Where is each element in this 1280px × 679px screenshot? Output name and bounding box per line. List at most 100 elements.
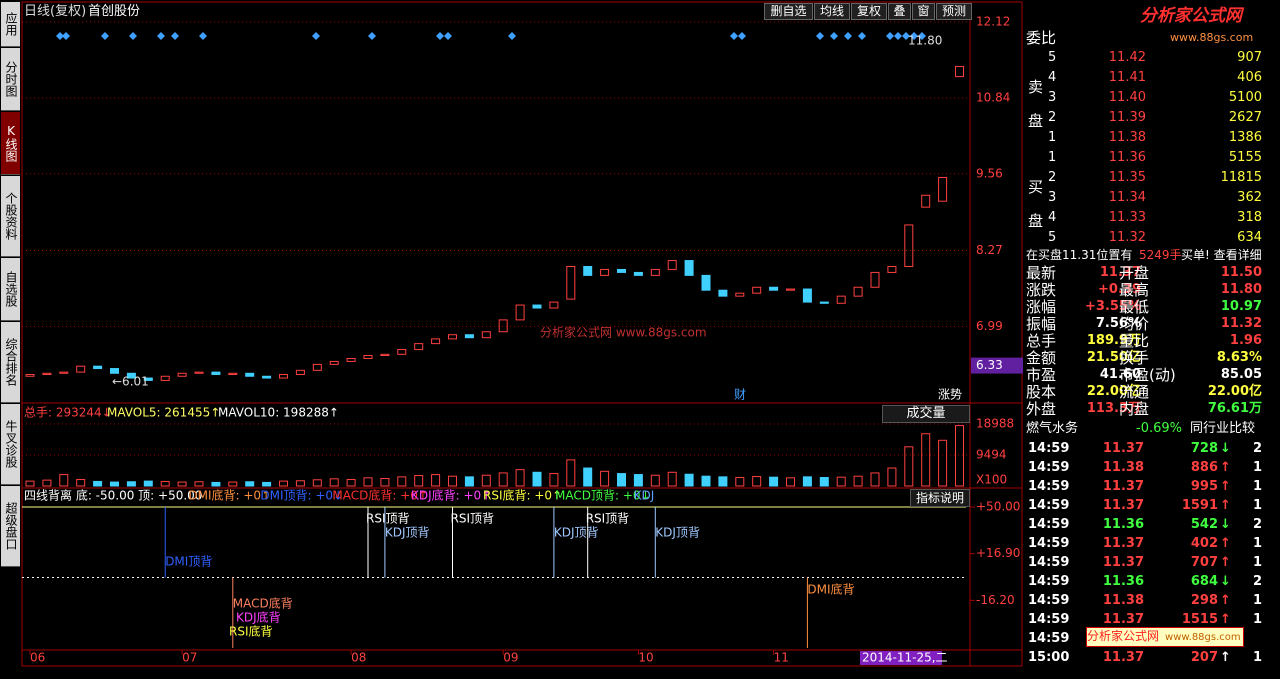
book-volume: 5100 — [1228, 90, 1262, 105]
volume-bar — [836, 476, 846, 487]
sell-label: 卖盘 — [1028, 78, 1044, 130]
signal-diamond — [508, 32, 516, 40]
indicator-legend: DMI底背: +0↑ — [188, 488, 271, 503]
volume-bar — [262, 481, 272, 487]
side-tab[interactable]: K线图 — [1, 112, 20, 175]
trade-time: 14:59 — [1028, 574, 1070, 589]
x-tick-label: 07 — [182, 651, 197, 665]
signal-label: KDJ顶背 — [385, 526, 430, 540]
trade-count: 1 — [1252, 555, 1262, 570]
volume-bar — [431, 474, 441, 487]
trade-price: 11.38 — [1102, 593, 1144, 608]
quote-label: 外盘 — [1026, 400, 1057, 418]
signal-diamond — [368, 32, 376, 40]
trade-time: 14:59 — [1028, 555, 1070, 570]
candle — [955, 66, 964, 78]
candle — [380, 353, 390, 356]
quote-value: +0.39 — [1098, 282, 1141, 297]
signal-diamond — [918, 32, 926, 40]
notice[interactable]: 买单! 查看详细 — [1181, 248, 1262, 262]
indicator-help[interactable]: 指标说明 — [910, 489, 970, 507]
quote-label: 均价 — [1119, 315, 1150, 333]
volume-legend: 总手: 293244↓ — [24, 406, 112, 420]
candle — [42, 372, 52, 375]
trade-volume: 298 — [1190, 593, 1218, 608]
volume-bar — [718, 476, 728, 487]
volume-bar — [25, 480, 35, 487]
signal-diamond — [738, 32, 746, 40]
quote-label: 最高 — [1119, 281, 1150, 299]
book-price: 11.33 — [1108, 210, 1146, 225]
quote-value: 85.05 — [1220, 367, 1262, 382]
candle — [684, 260, 694, 276]
candle — [25, 373, 35, 377]
stock-name: 首创股份 — [88, 4, 141, 19]
quote-label: 总手 — [1026, 332, 1057, 350]
indicator-legend: KDJ — [634, 489, 655, 503]
toolbar-button[interactable]: 均线 — [814, 3, 850, 20]
signal-diamond — [436, 32, 444, 40]
volume-bar — [802, 476, 812, 487]
side-tab[interactable]: 个股资料 — [1, 176, 20, 257]
trade-volume: 402 — [1190, 536, 1218, 551]
candle — [211, 371, 221, 375]
signal-label: MACD底背 — [233, 596, 293, 611]
volume-title[interactable]: 成交量 — [882, 405, 970, 423]
side-tab[interactable]: 综合排名 — [1, 322, 20, 403]
logo-url: www.88gs.com — [1165, 632, 1241, 643]
volume-bar — [481, 474, 491, 487]
trade-time: 14:59 — [1028, 631, 1070, 646]
volume-bar — [583, 467, 593, 487]
trade-count: 1 — [1252, 498, 1262, 513]
book-price: 11.41 — [1108, 70, 1146, 85]
candle — [397, 349, 407, 355]
toolbar-button[interactable]: 预测 — [936, 3, 972, 20]
volume-legend: MAVOL10: 198288↑ — [218, 406, 339, 420]
volume-bar — [414, 475, 424, 487]
signal-diamond — [129, 32, 137, 40]
trade-volume: 684 — [1190, 574, 1218, 589]
trade-count: 1 — [1252, 612, 1262, 627]
quote-value: 76.61万 — [1207, 401, 1262, 416]
side-tab[interactable]: 自选股 — [1, 258, 20, 321]
toolbar-button[interactable]: 窗 — [912, 3, 935, 20]
chart-border — [21, 1, 1023, 667]
volume-bar — [819, 477, 829, 487]
candle — [786, 288, 795, 291]
trade-price: 11.36 — [1102, 517, 1144, 532]
candle — [498, 319, 508, 333]
toolbar-button[interactable]: 复权 — [851, 3, 887, 20]
signal-diamond — [816, 32, 824, 40]
sector-button[interactable]: 同行业比较 — [1190, 421, 1256, 436]
side-tab[interactable]: 超级盘口 — [1, 486, 20, 567]
side-tab[interactable]: 牛叉诊股 — [1, 404, 20, 485]
x-tick-label: 11 — [774, 651, 789, 665]
level: 3 — [1048, 190, 1057, 205]
volume-legend: MAVOL5: 261455↑ — [107, 406, 220, 420]
quote-value: 22.00亿 — [1207, 384, 1262, 399]
candle — [262, 375, 272, 379]
quote-label: 最低 — [1119, 298, 1150, 316]
side-tab[interactable]: 分时图 — [1, 48, 20, 111]
quote-value: 21.50亿 — [1086, 350, 1141, 365]
side-tab[interactable]: 应用 — [1, 2, 20, 47]
volume-bar — [177, 481, 187, 487]
candle — [735, 292, 745, 297]
trade-price: 11.36 — [1102, 574, 1144, 589]
candle — [245, 372, 255, 377]
indicator-legend: 四线背离 底: -50.00 顶: +50.00 — [24, 488, 202, 503]
volume-bar — [769, 476, 779, 487]
volume-bar — [464, 476, 474, 487]
trade-volume: 1591 — [1181, 498, 1218, 513]
toolbar-button[interactable]: 删自选 — [764, 3, 813, 20]
candle — [650, 268, 660, 276]
volume-bar — [650, 474, 660, 487]
candle — [566, 265, 576, 300]
trade-volume: 542 — [1190, 517, 1218, 532]
volume-bar — [160, 480, 170, 487]
volume-bar — [786, 477, 795, 487]
volume-bar — [380, 477, 390, 487]
toolbar-button[interactable]: 叠 — [888, 3, 911, 20]
volume-bar — [194, 481, 204, 487]
candle — [448, 334, 457, 340]
